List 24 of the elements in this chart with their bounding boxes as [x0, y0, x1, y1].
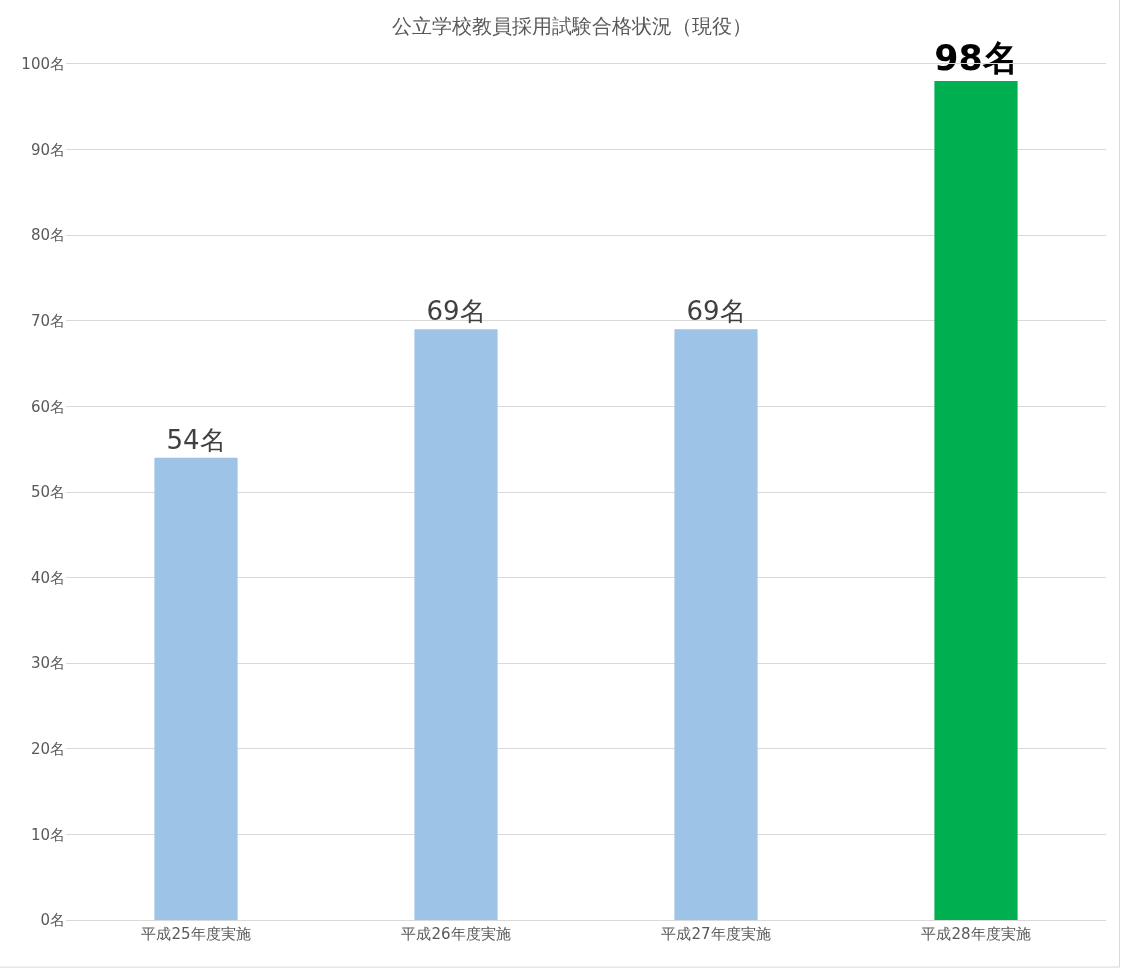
x-tick-label: 平成25年度実施 — [141, 925, 251, 943]
data-label: 69名 — [686, 296, 746, 327]
y-tick-label: 100名 — [21, 55, 65, 74]
y-tick-label: 90名 — [30, 140, 65, 159]
bar — [154, 457, 238, 920]
chart-title: 公立学校教員採用試験合格状況（現役） — [391, 14, 752, 39]
bar — [414, 329, 498, 920]
y-tick-label: 70名 — [30, 312, 65, 331]
x-tick-label: 平成26年度実施 — [401, 925, 511, 943]
y-tick-label: 20名 — [30, 740, 65, 759]
y-tick-label: 30名 — [30, 654, 65, 673]
y-tick-label: 60名 — [30, 397, 65, 416]
x-tick-label: 平成27年度実施 — [661, 925, 771, 943]
data-label: 54名 — [166, 424, 226, 455]
data-label: 69名 — [426, 296, 486, 327]
x-tick-label: 平成28年度実施 — [921, 925, 1031, 943]
y-tick-label: 80名 — [30, 226, 65, 245]
bar — [934, 81, 1018, 920]
y-tick-label: 10名 — [30, 825, 65, 844]
y-tick-label: 50名 — [30, 483, 65, 502]
bar — [674, 329, 758, 920]
y-tick-label: 0名 — [40, 911, 65, 930]
data-label: 98名 — [934, 38, 1018, 79]
y-tick-label: 40名 — [30, 568, 65, 587]
